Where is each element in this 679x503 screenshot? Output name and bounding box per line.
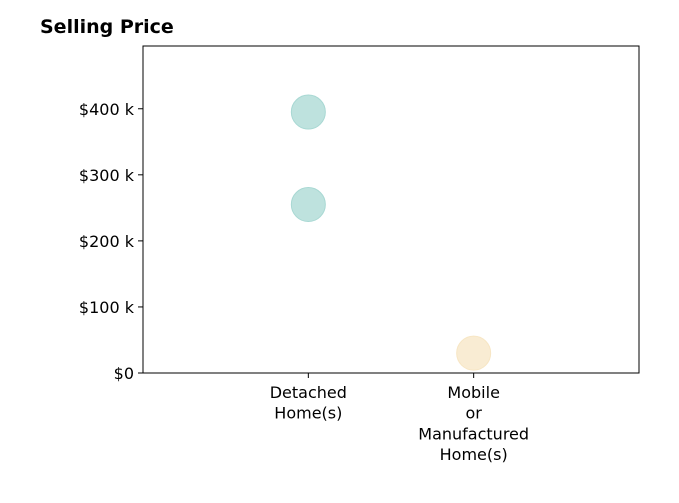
y-tick-label: $0 <box>114 364 134 383</box>
points-layer <box>290 94 492 371</box>
y-tick-label: $300 k <box>79 166 135 185</box>
x-tick-label-line: Home(s) <box>440 445 508 464</box>
y-tick-label: $100 k <box>79 298 135 317</box>
y-tick-label: $400 k <box>79 100 135 119</box>
x-tick-label: Mobile or Manufactured Home(s) <box>418 383 529 464</box>
data-point <box>290 94 326 130</box>
axis-ticks: $0 $100 k $200 k $300 k $400 k Detached Home(s… <box>79 100 529 464</box>
y-tick-label: $200 k <box>79 232 135 251</box>
x-tick-label-line: or <box>465 404 482 423</box>
x-tick-label-line: Mobile <box>447 383 499 402</box>
data-point <box>290 187 326 223</box>
plot-frame <box>142 45 640 374</box>
x-tick-label-line: Home(s) <box>274 404 342 423</box>
data-point <box>456 335 492 371</box>
x-tick-label-line: Manufactured <box>418 424 529 443</box>
x-tick-label: Detached Home(s) <box>270 383 347 423</box>
x-tick-label-line: Detached <box>270 383 347 402</box>
chart-title: Selling Price <box>40 16 174 38</box>
